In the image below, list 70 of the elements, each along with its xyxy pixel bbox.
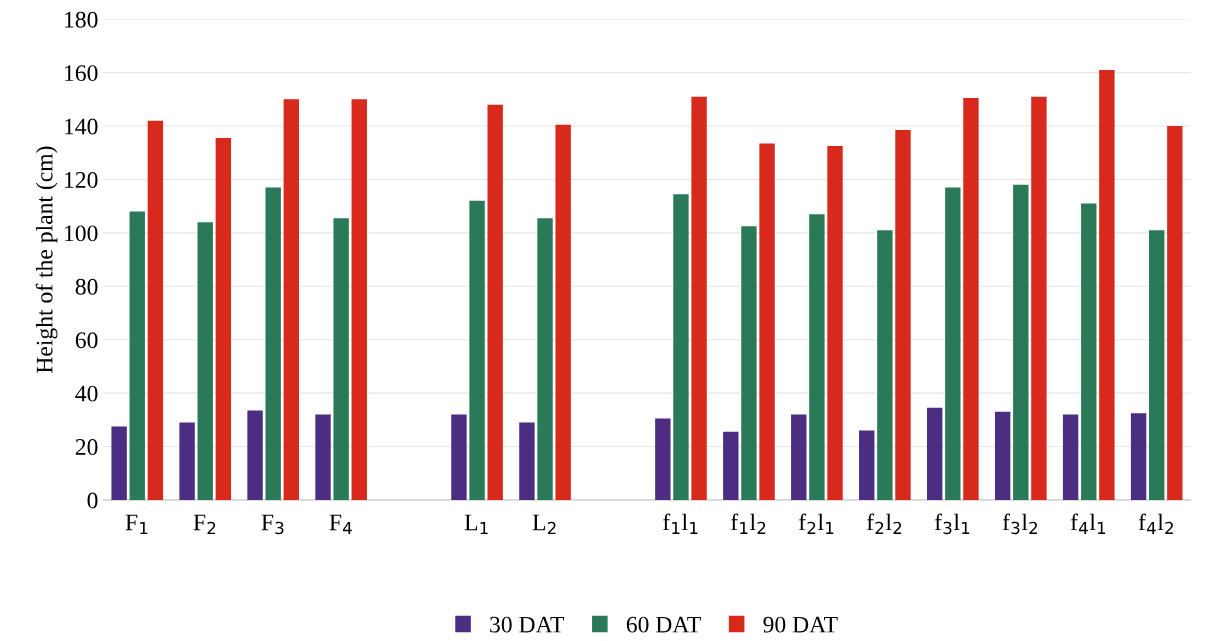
legend-label: 60 DAT [626, 616, 701, 633]
bar [895, 130, 911, 500]
y-tick-label: 40 [75, 385, 98, 402]
x-tick-label: f$_{4}$l$_{2}$ [1138, 513, 1173, 534]
y-tick-label: 0 [87, 492, 98, 509]
y-tick-label: 60 [75, 332, 98, 349]
x-tick-label: f$_{2}$l$_{2}$ [866, 513, 902, 534]
bar [451, 414, 467, 500]
bar [655, 418, 671, 500]
bar [1149, 230, 1165, 500]
bar [963, 98, 979, 500]
x-tick-label: f$_{3}$l$_{2}$ [1002, 513, 1038, 535]
bar [247, 410, 263, 500]
y-tick-label: 180 [65, 11, 98, 28]
x-tick-label: f$_{3}$l$_{1}$ [934, 513, 970, 535]
bar [111, 426, 127, 500]
bar [759, 143, 775, 500]
bar [691, 96, 707, 500]
bar [487, 104, 503, 500]
bar [197, 222, 213, 500]
bar [945, 187, 961, 500]
bar [129, 211, 145, 500]
bar [741, 226, 757, 500]
bar [469, 200, 485, 500]
x-tick-label: F$_{2}$ [193, 514, 216, 534]
bar [315, 414, 331, 500]
bar [147, 120, 164, 500]
x-tick-label: f$_{4}$l$_{1}$ [1070, 513, 1106, 534]
bar [723, 431, 739, 500]
bar [1130, 413, 1147, 500]
bar [537, 218, 553, 500]
bar [283, 99, 300, 500]
bar [994, 411, 1011, 500]
y-tick-label: 80 [75, 278, 98, 295]
bar [809, 214, 825, 500]
x-tick-label: F$_{3}$ [261, 514, 284, 535]
bar [1013, 184, 1029, 500]
bar [1099, 69, 1115, 500]
x-tick-label: f$_{2}$l$_{1}$ [798, 513, 834, 534]
bar [1167, 126, 1183, 500]
legend-label: 90 DAT [763, 616, 838, 633]
y-tick-label: 140 [65, 118, 98, 135]
bar [827, 146, 843, 500]
bar [333, 218, 349, 500]
x-tick-label: f$_{1}$l$_{1}$ [663, 513, 698, 534]
bar [673, 194, 689, 500]
y-tick-label: 20 [75, 439, 98, 455]
x-tick-label: F$_{4}$ [329, 514, 352, 534]
bar [877, 230, 893, 500]
bar [859, 430, 875, 500]
bar [1031, 96, 1047, 500]
x-tick-label: F$_{1}$ [125, 514, 148, 534]
y-tick-label: 160 [65, 65, 98, 82]
y-axis-title: Height of the plant (cm) [35, 146, 58, 374]
x-tick-label: L$_{2}$ [532, 514, 556, 534]
y-tick-label: 120 [65, 171, 98, 188]
x-tick-label: f$_{1}$l$_{2}$ [731, 513, 766, 534]
bar [215, 138, 232, 500]
bar [927, 407, 943, 500]
legend-label: 30 DAT [490, 616, 565, 633]
bar [555, 124, 571, 500]
bar [179, 422, 195, 500]
x-tick-label: L$_{1}$ [464, 514, 488, 534]
bar [791, 414, 807, 500]
bar [265, 187, 281, 500]
bar [519, 422, 535, 500]
bar [1081, 203, 1097, 500]
bar [1062, 414, 1079, 500]
y-tick-label: 100 [65, 225, 98, 242]
bar [351, 99, 367, 500]
